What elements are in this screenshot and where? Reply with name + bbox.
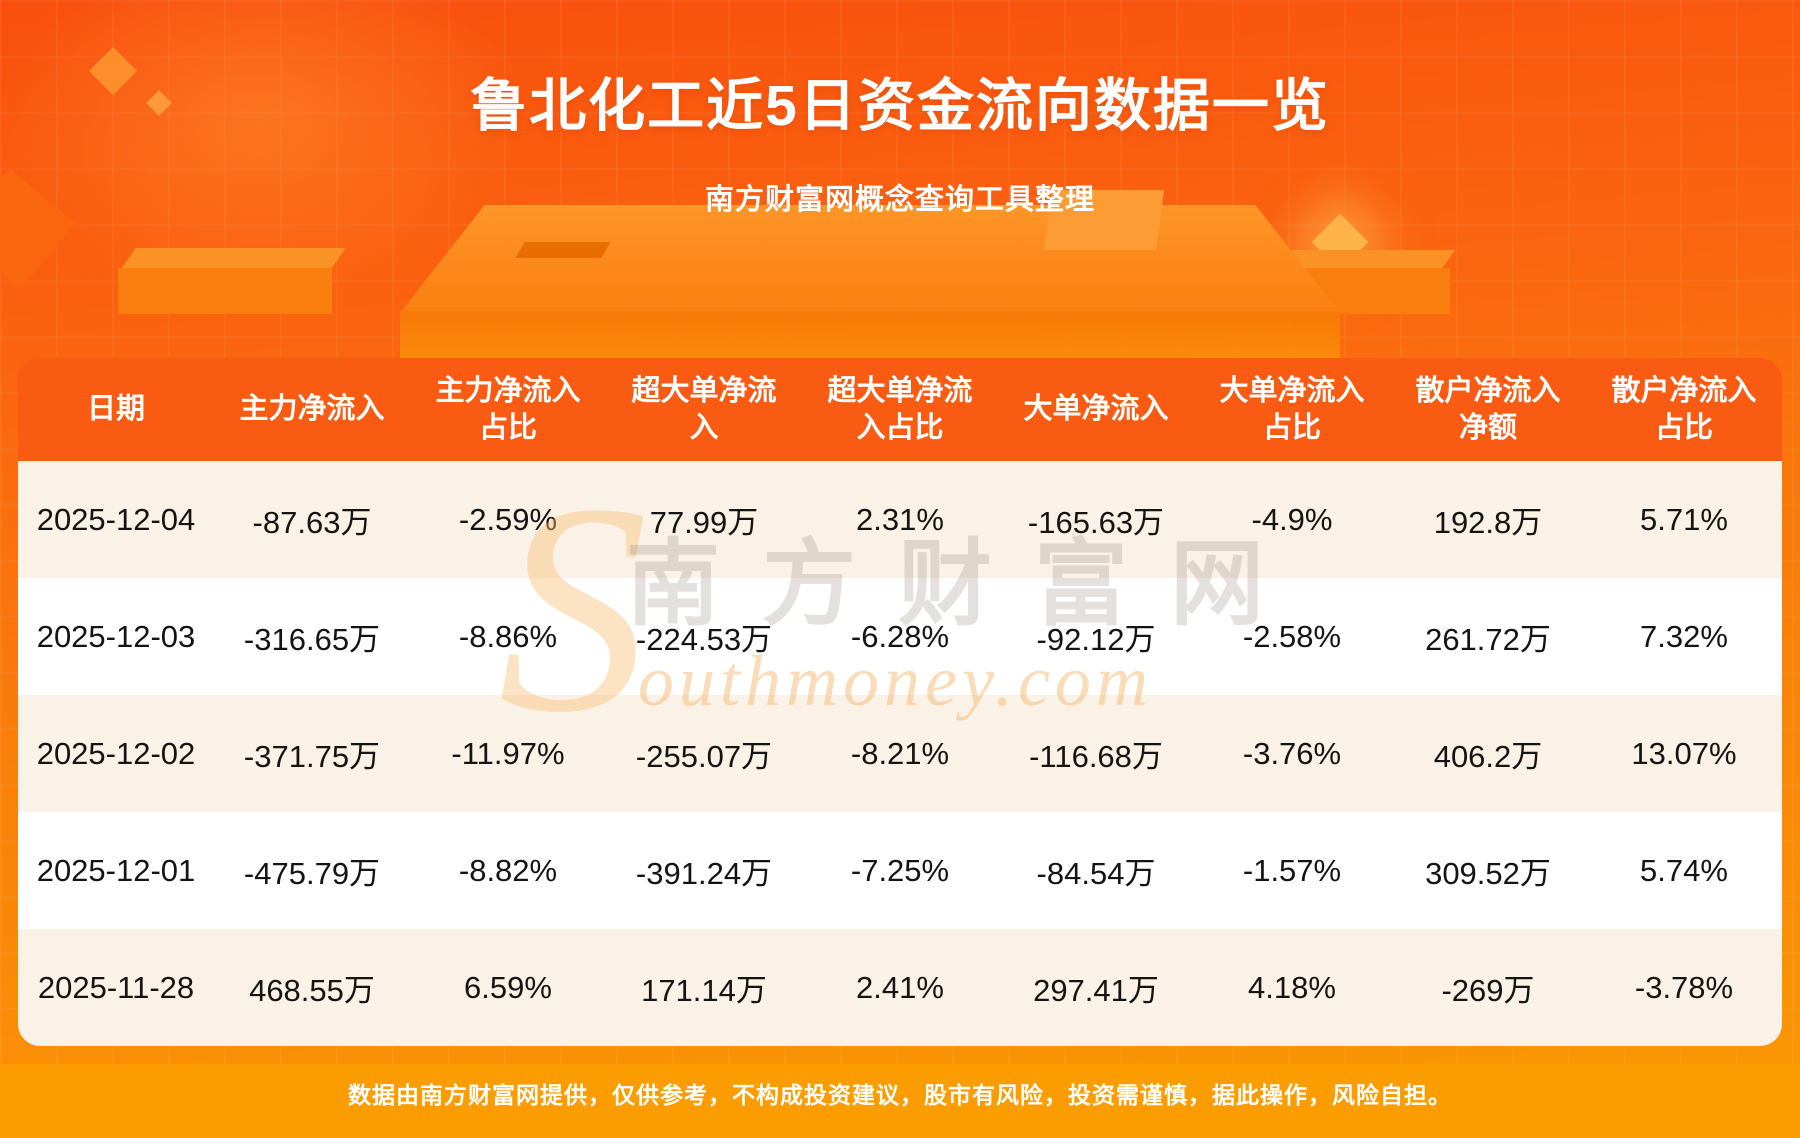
footer-bar: 数据由南方财富网提供，仅供参考，不构成投资建议，股市有风险，投资需谨慎，据此操作… (0, 1064, 1800, 1138)
cell-value: -4.9% (1251, 501, 1333, 537)
table-header-row: 日期 主力净流入 主力净流入占比 超大单净流入 超大单净流入占比 大单净流入 大… (18, 358, 1782, 461)
cell-value: 192.8万 (1433, 505, 1543, 540)
cell-value: 4.18% (1248, 969, 1336, 1005)
page-subtitle: 南方财富网概念查询工具整理 (704, 184, 1095, 216)
cell-value: -3.78% (1634, 969, 1734, 1005)
cell-value: 5.74% (1640, 852, 1728, 888)
cell-value: -316.65万 (243, 622, 381, 657)
cell-value: -371.75万 (243, 739, 381, 774)
column-header-label: 大单净流入占比 (1219, 374, 1365, 444)
table-row: 2025-12-01 -475.79万 -8.82% -391.24万 -7.2… (18, 812, 1782, 929)
decor-platform-top (400, 205, 1340, 313)
cell-value: -92.12万 (1036, 622, 1156, 657)
column-header-label: 主力净流入占比 (435, 374, 581, 444)
decor-left-cube-top (120, 248, 346, 270)
cell-value: -224.53万 (635, 622, 773, 657)
column-header-label: 超大单净流入 (631, 374, 777, 444)
cell-value: -87.63万 (252, 505, 372, 540)
column-header-retail-net-inflow-ratio: 散户净流入占比 (1611, 373, 1757, 446)
cell-value: 468.55万 (249, 973, 375, 1008)
column-header-large-order-net-inflow: 大单净流入 (1023, 391, 1168, 428)
decor-right-cube-top (1250, 250, 1456, 270)
cell-value: -475.79万 (243, 856, 381, 891)
cell-value: 406.2万 (1433, 739, 1543, 774)
column-header-label: 大单净流入 (1023, 393, 1169, 426)
column-header-label: 主力净流入 (239, 393, 385, 426)
cell-value: -255.07万 (635, 739, 773, 774)
page-title: 鲁北化工近5日资金流向数据一览 (470, 74, 1330, 138)
decor-right-cube-front (1250, 268, 1450, 314)
decor-platform-notch (515, 242, 611, 258)
decor-platform-front (400, 311, 1340, 363)
column-header-retail-net-inflow-amount: 散户净流入净额 (1415, 373, 1561, 446)
table-row: 2025-12-02 -371.75万 -11.97% -255.07万 -8.… (18, 695, 1782, 812)
column-header-main-net-inflow-ratio: 主力净流入占比 (435, 373, 581, 446)
cell-value: 6.59% (464, 969, 552, 1005)
cell-date: 2025-11-28 (37, 969, 195, 1005)
column-header-label: 超大单净流入占比 (827, 374, 973, 444)
cell-value: -3.76% (1242, 735, 1342, 771)
cell-value: -6.28% (850, 618, 950, 654)
column-header-main-net-inflow: 主力净流入 (239, 391, 384, 428)
cell-date: 2025-12-01 (36, 852, 196, 888)
decor-glow-diamond (1311, 213, 1369, 271)
cell-value: -11.97% (451, 735, 565, 771)
column-header-xl-order-net-inflow: 超大单净流入 (631, 373, 777, 446)
cell-value: -8.86% (458, 618, 558, 654)
cell-value: 5.71% (1640, 501, 1728, 537)
cell-date: 2025-12-04 (36, 501, 196, 537)
cell-value: 2.31% (856, 501, 944, 537)
cell-value: 7.32% (1640, 618, 1728, 654)
cell-value: -269万 (1441, 973, 1535, 1008)
column-header-large-order-net-inflow-ratio: 大单净流入占比 (1219, 373, 1365, 446)
decor-left-cube-front (118, 268, 332, 314)
column-header-label: 散户净流入净额 (1415, 374, 1561, 444)
column-header-xl-order-net-inflow-ratio: 超大单净流入占比 (827, 373, 973, 446)
cell-value: 2.41% (856, 969, 944, 1005)
cell-value: 171.14万 (641, 973, 767, 1008)
cell-value: -8.21% (850, 735, 950, 771)
cell-date: 2025-12-03 (36, 618, 196, 654)
cell-value: -84.54万 (1036, 856, 1156, 891)
cell-value: -2.58% (1242, 618, 1342, 654)
cell-value: -8.82% (458, 852, 558, 888)
cell-value: 297.41万 (1033, 973, 1159, 1008)
table-row: 2025-12-03 -316.65万 -8.86% -224.53万 -6.2… (18, 578, 1782, 695)
cell-value: -165.63万 (1027, 505, 1165, 540)
cell-value: 13.07% (1631, 735, 1737, 771)
disclaimer-text: 数据由南方财富网提供，仅供参考，不构成投资建议，股市有风险，投资需谨慎，据此操作… (348, 1082, 1452, 1108)
cell-value: -391.24万 (635, 856, 773, 891)
cell-value: -1.57% (1242, 852, 1342, 888)
table-row: 2025-12-04 -87.63万 -2.59% 77.99万 2.31% -… (18, 461, 1782, 578)
table-row: 2025-11-28 468.55万 6.59% 171.14万 2.41% 2… (18, 929, 1782, 1046)
column-header-date: 日期 (87, 391, 145, 428)
cell-value: -2.59% (458, 501, 558, 537)
fund-flow-table: 日期 主力净流入 主力净流入占比 超大单净流入 超大单净流入占比 大单净流入 大… (18, 358, 1782, 1046)
cell-date: 2025-12-02 (36, 735, 196, 771)
cell-value: 261.72万 (1425, 622, 1551, 657)
cell-value: 309.52万 (1425, 856, 1551, 891)
cell-value: 77.99万 (649, 505, 759, 540)
cell-value: -116.68万 (1029, 739, 1163, 774)
cell-value: -7.25% (850, 852, 950, 888)
column-header-label: 日期 (86, 393, 145, 426)
column-header-label: 散户净流入占比 (1611, 374, 1757, 444)
